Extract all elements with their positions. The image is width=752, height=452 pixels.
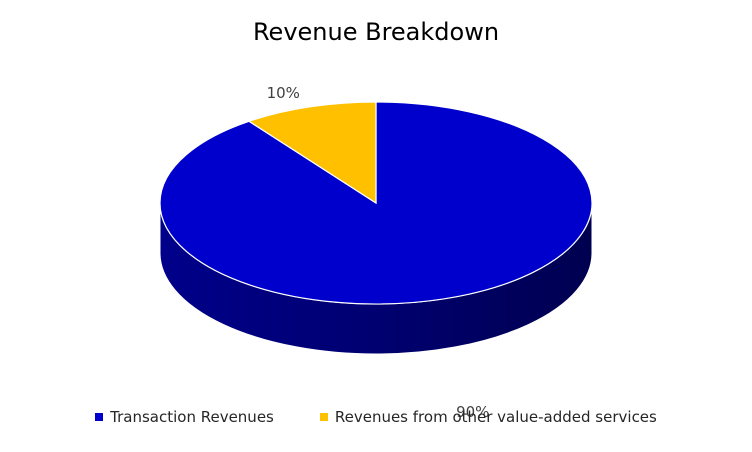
legend-swatch-transaction (95, 413, 104, 421)
legend-swatch-other-services (319, 413, 328, 421)
legend-label-transaction: Transaction Revenues (110, 408, 274, 426)
legend-label-other-services: Revenues from other value-added services (334, 408, 657, 426)
pie-slice-other-services (247, 101, 377, 205)
legend-item-transaction: Transaction Revenues (95, 408, 274, 426)
legend-item-other-services: Revenues from other value-added services (319, 408, 657, 426)
chart-title: Revenue Breakdown (252, 18, 500, 46)
pie-labels: 90% 10% (267, 84, 490, 421)
legend: Transaction Revenues Revenues from other… (0, 408, 752, 426)
data-label-other-services: 10% (267, 84, 300, 102)
pie-top (159, 101, 593, 305)
data-label-transaction: 90% (456, 403, 489, 421)
